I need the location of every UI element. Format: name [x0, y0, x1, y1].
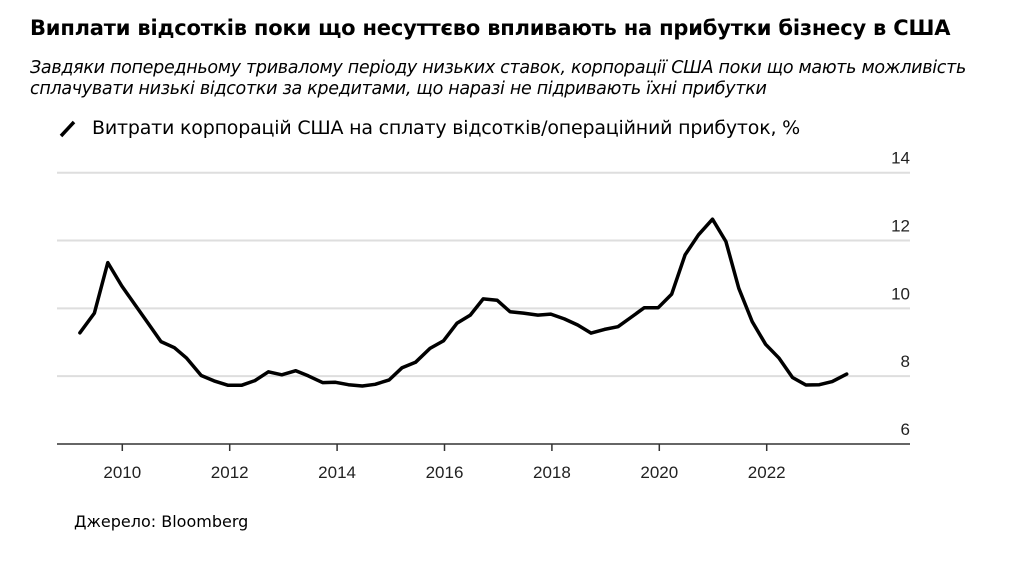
legend-line-icon: [59, 120, 76, 138]
y-tick-label: 14: [891, 149, 910, 168]
legend: Витрати корпорацій США на сплату відсотк…: [58, 117, 800, 139]
series-line: [78, 217, 849, 388]
y-tick-label: 6: [901, 420, 910, 439]
y-tick-label: 10: [891, 284, 910, 303]
x-tick-label: 2012: [211, 463, 249, 482]
source-note: Джерело: Bloomberg: [74, 512, 249, 531]
y-tick-label: 12: [891, 217, 910, 236]
x-tick-label: 2014: [318, 463, 356, 482]
x-tick-label: 2010: [103, 463, 141, 482]
chart-title: Виплати відсотків поки що несуттєво впли…: [30, 16, 951, 40]
x-tick-label: 2022: [748, 463, 786, 482]
x-tick-label: 2020: [640, 463, 678, 482]
x-tick-label: 2018: [533, 463, 571, 482]
x-tick-label: 2016: [426, 463, 464, 482]
chart-subtitle: Завдяки попередньому тривалому періоду н…: [30, 58, 966, 99]
y-tick-label: 8: [901, 352, 910, 371]
legend-label: Витрати корпорацій США на сплату відсотк…: [92, 117, 801, 139]
